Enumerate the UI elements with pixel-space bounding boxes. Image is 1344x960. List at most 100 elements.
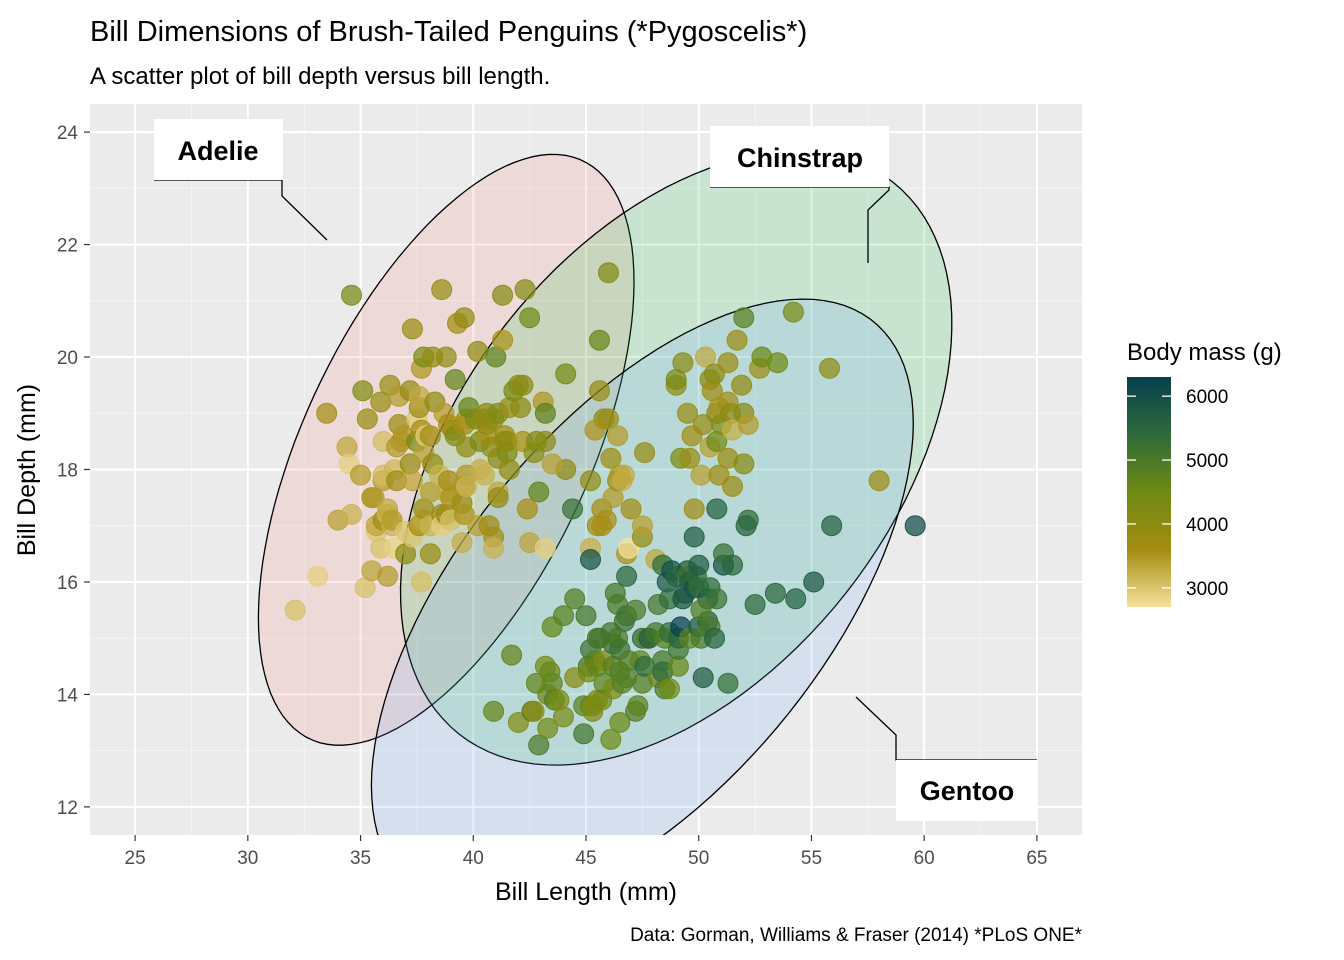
- data-point-adelie: [341, 284, 362, 306]
- data-point-chinstrap: [620, 498, 642, 520]
- data-point-chinstrap: [722, 475, 743, 497]
- data-point-adelie: [510, 397, 532, 419]
- data-point-chinstrap: [704, 363, 725, 385]
- data-point-adelie: [534, 430, 556, 452]
- data-point-adelie: [519, 307, 541, 329]
- data-point-chinstrap: [717, 352, 739, 374]
- data-point-chinstrap: [589, 380, 610, 402]
- data-point-adelie: [528, 481, 550, 503]
- y-axis-label: Bill Depth (mm): [13, 384, 41, 556]
- data-point-adelie: [419, 425, 441, 447]
- x-axis-label: Bill Length (mm): [495, 878, 677, 906]
- data-point-adelie: [316, 402, 338, 424]
- data-point-chinstrap: [541, 453, 563, 475]
- chart-subtitle: A scatter plot of bill depth versus bill…: [90, 63, 550, 90]
- data-point-gentoo: [627, 695, 649, 717]
- x-tick-label: 25: [125, 848, 146, 869]
- data-point-adelie: [474, 464, 495, 486]
- y-tick-label: 22: [57, 236, 78, 257]
- data-point-chinstrap: [598, 408, 619, 430]
- x-axis: 25 30 35 40 45 50 55 60 65: [125, 835, 1047, 869]
- data-point-gentoo: [692, 667, 714, 689]
- data-point-gentoo: [507, 712, 529, 733]
- data-point-gentoo: [904, 515, 926, 537]
- gentoo-label: Gentoo: [920, 776, 1015, 806]
- data-point-gentoo: [523, 700, 545, 722]
- data-point-gentoo: [562, 498, 583, 520]
- data-point-adelie: [401, 470, 423, 492]
- legend-ticks: 3000 4000 5000 6000: [1127, 387, 1228, 600]
- data-point-gentoo: [609, 712, 631, 733]
- chinstrap-label-box: [710, 126, 889, 187]
- data-point-gentoo: [589, 627, 610, 649]
- data-point-adelie: [514, 279, 536, 301]
- data-point-gentoo: [573, 723, 595, 745]
- y-axis: 12 14 16 18 20 22 24: [57, 123, 90, 819]
- data-point-chinstrap: [737, 414, 759, 435]
- y-tick-label: 14: [57, 685, 79, 706]
- data-point-chinstrap: [690, 464, 712, 486]
- data-point-chinstrap: [516, 498, 538, 520]
- data-point-gentoo: [537, 717, 559, 739]
- data-point-adelie: [453, 307, 475, 329]
- y-tick-label: 20: [57, 348, 78, 369]
- data-point-gentoo: [688, 554, 710, 576]
- data-point-gentoo: [553, 605, 574, 627]
- data-point-gentoo: [722, 554, 743, 576]
- adelie-label: Adelie: [177, 136, 258, 166]
- data-point-adelie: [307, 565, 329, 587]
- data-point-adelie: [467, 340, 489, 362]
- data-point-gentoo: [744, 594, 766, 615]
- data-point-chinstrap: [483, 537, 505, 559]
- data-point-gentoo: [483, 700, 505, 722]
- data-point-chinstrap: [819, 357, 840, 379]
- data-point-adelie: [284, 599, 306, 621]
- legend-tick-label: 5000: [1186, 451, 1228, 472]
- data-point-adelie: [435, 346, 457, 368]
- data-point-gentoo: [625, 599, 647, 621]
- data-point-gentoo: [764, 582, 786, 604]
- data-point-chinstrap: [580, 470, 601, 492]
- data-point-gentoo: [706, 498, 728, 520]
- data-point-adelie: [487, 487, 509, 509]
- group-ellipses: [257, 150, 953, 835]
- data-point-chinstrap: [679, 447, 701, 469]
- data-point-adelie: [498, 459, 520, 480]
- data-point-adelie: [492, 329, 514, 351]
- data-point-adelie: [431, 279, 453, 301]
- x-tick-label: 35: [350, 848, 371, 869]
- data-point-chinstrap: [534, 537, 556, 559]
- x-tick-label: 30: [237, 848, 258, 869]
- y-tick-label: 12: [57, 798, 78, 819]
- data-point-chinstrap: [708, 464, 730, 486]
- data-point-adelie: [410, 571, 432, 593]
- chinstrap-label: Chinstrap: [737, 143, 863, 173]
- data-point-chinstrap: [584, 419, 606, 441]
- data-point-chinstrap: [731, 374, 753, 396]
- data-point-adelie: [352, 380, 374, 402]
- data-point-adelie: [363, 487, 385, 509]
- chart-caption: Data: Gorman, Williams & Fraser (2014) *…: [630, 925, 1083, 946]
- y-tick-label: 18: [57, 461, 78, 482]
- data-point-adelie: [350, 464, 371, 486]
- data-point-gentoo: [737, 509, 759, 531]
- data-point-chinstrap: [600, 447, 622, 469]
- x-tick-label: 50: [688, 848, 709, 869]
- legend-tick-label: 6000: [1186, 387, 1228, 408]
- x-tick-label: 65: [1026, 848, 1047, 869]
- legend-tick-label: 3000: [1186, 579, 1228, 600]
- chart-title: Bill Dimensions of Brush-Tailed Penguins…: [90, 16, 807, 48]
- gentoo-ellipse: [370, 298, 914, 835]
- data-point-adelie: [419, 543, 441, 565]
- data-point-adelie: [401, 318, 423, 340]
- data-point-gentoo: [690, 599, 712, 621]
- data-point-chinstrap: [677, 402, 698, 424]
- species-annotations: Adelie Chinstrap Gentoo: [154, 119, 1037, 821]
- adelie-ellipse: [257, 153, 635, 746]
- data-point-chinstrap: [695, 346, 716, 368]
- data-point-gentoo: [616, 565, 638, 587]
- data-point-adelie: [444, 369, 466, 390]
- data-point-adelie: [456, 475, 477, 497]
- data-point-chinstrap: [726, 329, 748, 351]
- data-point-gentoo: [564, 588, 586, 610]
